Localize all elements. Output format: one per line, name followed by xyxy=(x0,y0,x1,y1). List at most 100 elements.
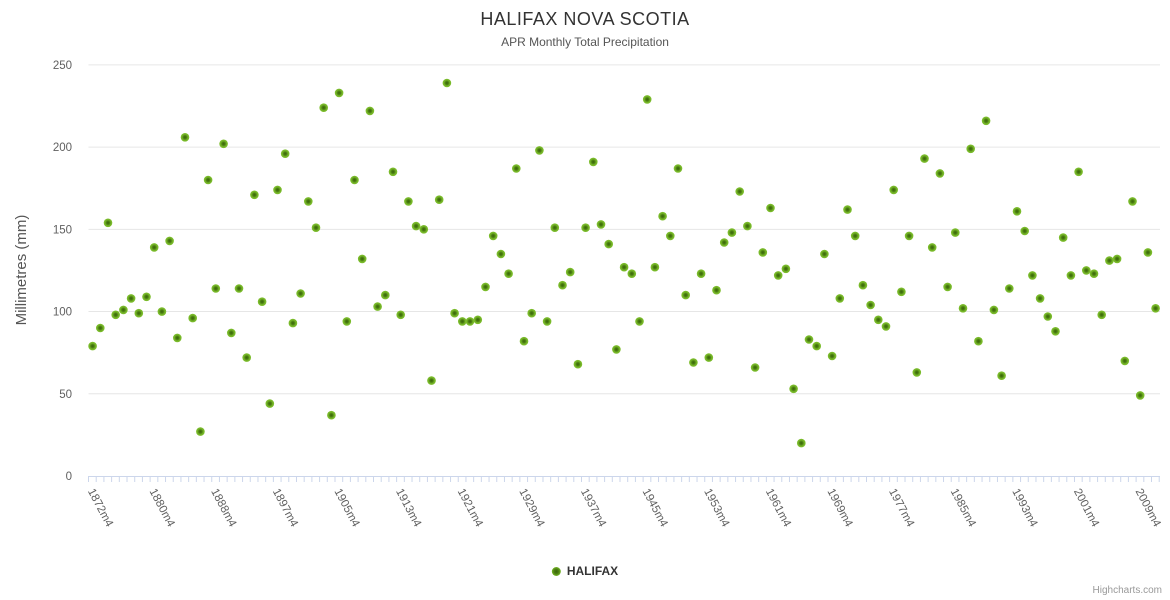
data-point[interactable] xyxy=(203,175,213,185)
data-point[interactable] xyxy=(1120,356,1130,366)
data-point[interactable] xyxy=(535,146,544,155)
data-point[interactable] xyxy=(173,333,182,343)
data-point[interactable] xyxy=(234,284,244,293)
data-point[interactable] xyxy=(935,169,945,178)
data-point[interactable] xyxy=(96,323,105,333)
data-point[interactable] xyxy=(604,239,613,249)
data-point[interactable] xyxy=(627,269,637,279)
data-point[interactable] xyxy=(735,187,744,196)
data-point[interactable] xyxy=(712,285,721,295)
data-point[interactable] xyxy=(558,280,567,290)
data-point[interactable] xyxy=(257,297,267,307)
data-point[interactable] xyxy=(704,353,714,362)
data-point[interactable] xyxy=(904,231,914,241)
data-point[interactable] xyxy=(797,438,806,448)
data-point[interactable] xyxy=(912,368,922,377)
data-point[interactable] xyxy=(719,238,729,247)
data-point[interactable] xyxy=(273,185,282,195)
data-point[interactable] xyxy=(681,290,690,300)
data-point[interactable] xyxy=(743,221,752,231)
data-point[interactable] xyxy=(111,310,120,320)
data-point[interactable] xyxy=(465,317,475,326)
data-point[interactable] xyxy=(1105,256,1114,265)
data-point[interactable] xyxy=(1074,167,1083,177)
data-point[interactable] xyxy=(827,351,837,361)
data-point[interactable] xyxy=(689,358,698,367)
data-point[interactable] xyxy=(296,289,305,298)
data-point[interactable] xyxy=(666,231,675,241)
data-point[interactable] xyxy=(1035,294,1045,303)
data-point[interactable] xyxy=(943,282,952,292)
data-point[interactable] xyxy=(165,236,174,246)
data-point[interactable] xyxy=(304,197,313,206)
data-point[interactable] xyxy=(1128,197,1137,206)
data-point[interactable] xyxy=(488,231,498,241)
data-point[interactable] xyxy=(981,116,991,126)
data-point[interactable] xyxy=(103,218,113,228)
data-point[interactable] xyxy=(504,269,513,279)
data-point[interactable] xyxy=(126,294,136,303)
data-point[interactable] xyxy=(589,157,598,167)
data-point[interactable] xyxy=(250,190,259,200)
data-point[interactable] xyxy=(1058,233,1068,242)
data-point[interactable] xyxy=(773,271,783,280)
data-point[interactable] xyxy=(596,220,606,229)
data-point[interactable] xyxy=(789,384,798,394)
data-point[interactable] xyxy=(334,88,344,98)
data-point[interactable] xyxy=(696,269,706,279)
data-point[interactable] xyxy=(242,353,251,362)
data-point[interactable] xyxy=(581,223,590,232)
data-point[interactable] xyxy=(458,317,467,326)
data-point[interactable] xyxy=(1082,266,1091,275)
legend-item-halifax[interactable]: HALIFAX xyxy=(551,564,618,578)
data-point[interactable] xyxy=(920,154,929,163)
data-point[interactable] xyxy=(1143,248,1153,257)
data-point[interactable] xyxy=(211,284,221,293)
data-point[interactable] xyxy=(1089,269,1099,279)
data-point[interactable] xyxy=(927,243,937,252)
data-point[interactable] xyxy=(280,149,290,158)
data-point[interactable] xyxy=(227,328,236,338)
data-point[interactable] xyxy=(550,223,560,232)
data-point[interactable] xyxy=(874,315,883,325)
data-point[interactable] xyxy=(357,254,367,264)
data-point[interactable] xyxy=(119,305,128,315)
data-point[interactable] xyxy=(1112,254,1122,264)
data-point[interactable] xyxy=(219,139,228,149)
data-point[interactable] xyxy=(835,294,845,303)
data-point[interactable] xyxy=(1005,284,1014,293)
data-point[interactable] xyxy=(149,243,159,252)
data-point[interactable] xyxy=(342,317,352,326)
data-point[interactable] xyxy=(512,164,521,173)
data-point[interactable] xyxy=(974,336,983,346)
data-point[interactable] xyxy=(427,376,436,385)
data-point[interactable] xyxy=(1012,207,1022,216)
data-point[interactable] xyxy=(889,185,898,195)
data-point[interactable] xyxy=(365,106,375,116)
data-point[interactable] xyxy=(658,211,667,221)
data-point[interactable] xyxy=(288,318,298,328)
data-point[interactable] xyxy=(88,341,97,351)
data-point[interactable] xyxy=(843,205,852,214)
data-point[interactable] xyxy=(727,228,737,237)
data-point[interactable] xyxy=(134,308,144,318)
data-point[interactable] xyxy=(519,336,529,346)
data-point[interactable] xyxy=(180,133,190,142)
data-point[interactable] xyxy=(673,164,683,173)
data-point[interactable] xyxy=(404,197,413,206)
data-point[interactable] xyxy=(897,287,906,297)
data-point[interactable] xyxy=(157,307,167,316)
data-point[interactable] xyxy=(1051,327,1060,336)
data-point[interactable] xyxy=(612,345,621,354)
data-point[interactable] xyxy=(812,341,821,351)
data-point[interactable] xyxy=(396,310,406,320)
data-point[interactable] xyxy=(388,167,398,177)
data-point[interactable] xyxy=(481,282,490,292)
data-point[interactable] xyxy=(573,359,583,369)
data-point[interactable] xyxy=(1028,271,1037,280)
data-point[interactable] xyxy=(1020,226,1029,236)
data-point[interactable] xyxy=(442,78,452,88)
data-point[interactable] xyxy=(804,335,814,344)
data-point[interactable] xyxy=(527,308,536,318)
data-point[interactable] xyxy=(473,315,483,325)
